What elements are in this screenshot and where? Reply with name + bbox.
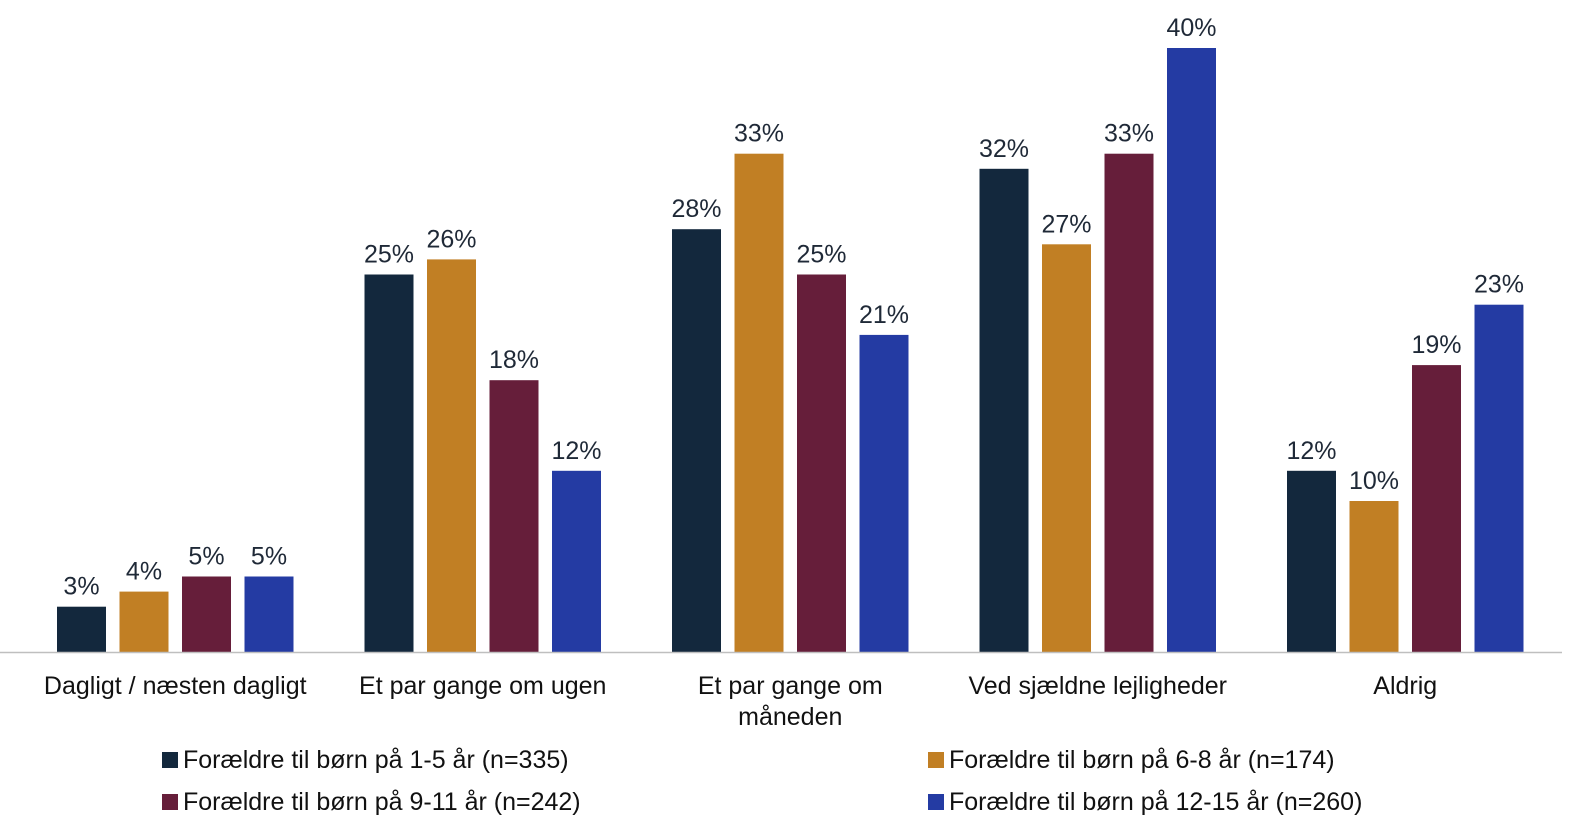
bar-series-1-cat-3: [672, 229, 721, 652]
data-label-series-1-cat-1: 3%: [63, 573, 99, 601]
data-labels-group: 3% 4% 5% 5% 25% 26% 18% 12% 28% 33% 25% 21% 32% 27% 33…: [63, 14, 1524, 601]
bars-group: [57, 48, 1524, 653]
bar-series-1-cat-2: [364, 274, 414, 652]
bar-series-3-cat-4: [1104, 153, 1154, 652]
category-label-line: Et par gange om ugen: [359, 672, 606, 700]
category-label-line: Ved sjældne lejligheder: [968, 672, 1227, 700]
legend-label: Forældre til børn på 1-5 år (n=335): [183, 746, 569, 774]
bar-series-2-cat-1: [119, 591, 169, 652]
legend-item-3: Forældre til børn på 9-11 år (n=242): [162, 788, 581, 816]
bar-series-4-cat-1: [244, 576, 294, 652]
data-label-series-1-cat-5: 12%: [1286, 437, 1336, 465]
bar-series-2-cat-5: [1349, 501, 1399, 652]
legend-swatch: [162, 794, 178, 810]
legend-label: Forældre til børn på 9-11 år (n=242): [183, 788, 581, 816]
bar-series-4-cat-4: [1167, 48, 1216, 652]
bar-series-4-cat-2: [552, 470, 601, 652]
category-labels-group: Dagligt / næsten dagligt Et par gange om …: [44, 672, 1437, 731]
bar-series-1-cat-5: [1287, 470, 1336, 652]
category-label-line: Aldrig: [1373, 672, 1437, 700]
bar-series-4-cat-3: [859, 334, 909, 652]
category-label-2: Et par gange om ugen: [359, 672, 606, 700]
data-label-series-4-cat-2: 12%: [551, 437, 601, 465]
bar-series-2-cat-2: [427, 259, 476, 652]
data-label-series-3-cat-3: 25%: [796, 241, 846, 269]
legend-label: Forældre til børn på 6-8 år (n=174): [949, 746, 1335, 774]
data-label-series-1-cat-3: 28%: [671, 195, 721, 223]
legend-item-2: Forældre til børn på 6-8 år (n=174): [928, 746, 1335, 774]
data-label-series-2-cat-2: 26%: [426, 225, 476, 253]
bar-series-3-cat-3: [797, 274, 846, 652]
bar-series-1-cat-1: [57, 606, 106, 652]
category-label-line: Dagligt / næsten dagligt: [44, 672, 307, 700]
legend: Forældre til børn på 1-5 år (n=335) Foræl…: [162, 746, 1362, 816]
category-label-4: Ved sjældne lejligheder: [968, 672, 1227, 700]
data-label-series-3-cat-1: 5%: [188, 543, 224, 571]
category-label-5: Aldrig: [1373, 672, 1437, 700]
data-label-series-4-cat-1: 5%: [251, 543, 287, 571]
data-label-series-1-cat-4: 32%: [979, 135, 1029, 163]
data-label-series-2-cat-3: 33%: [734, 120, 784, 148]
data-label-series-2-cat-1: 4%: [126, 558, 162, 586]
category-label-3: Et par gange om måneden: [698, 672, 883, 731]
bar-series-2-cat-4: [1042, 244, 1091, 653]
bar-series-3-cat-2: [489, 380, 539, 652]
legend-swatch: [162, 752, 178, 768]
legend-item-4: Forældre til børn på 12-15 år (n=260): [928, 788, 1362, 816]
legend-item-1: Forældre til børn på 1-5 år (n=335): [162, 746, 569, 774]
bar-series-3-cat-1: [182, 576, 231, 652]
data-label-series-1-cat-2: 25%: [364, 241, 414, 269]
category-label-1: Dagligt / næsten dagligt: [44, 672, 307, 700]
bar-series-3-cat-5: [1412, 365, 1461, 652]
bar-series-1-cat-4: [979, 168, 1029, 653]
bar-series-4-cat-5: [1474, 304, 1524, 652]
data-label-series-4-cat-4: 40%: [1166, 14, 1216, 42]
data-label-series-2-cat-4: 27%: [1041, 210, 1091, 238]
bar-series-2-cat-3: [734, 153, 784, 652]
data-label-series-4-cat-5: 23%: [1474, 271, 1524, 299]
category-label-line: Et par gange om: [698, 672, 883, 700]
legend-label: Forældre til børn på 12-15 år (n=260): [949, 788, 1362, 816]
category-label-line: måneden: [738, 703, 842, 731]
data-label-series-2-cat-5: 10%: [1349, 467, 1399, 495]
legend-swatch: [928, 794, 944, 810]
data-label-series-3-cat-2: 18%: [489, 346, 539, 374]
data-label-series-3-cat-5: 19%: [1411, 331, 1461, 359]
data-label-series-4-cat-3: 21%: [859, 301, 909, 329]
data-label-series-3-cat-4: 33%: [1104, 120, 1154, 148]
legend-swatch: [928, 752, 944, 768]
